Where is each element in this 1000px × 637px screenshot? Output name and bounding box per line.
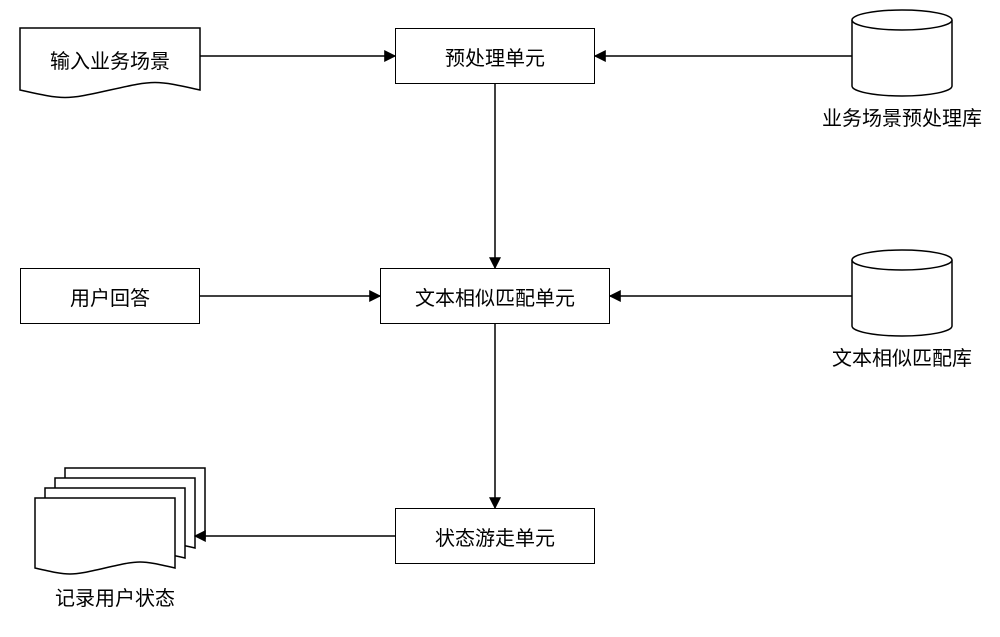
node-text_match: 文本相似匹配单元 <box>380 268 610 324</box>
node-record_state: 记录用户状态 <box>25 582 205 611</box>
diagram-canvas: 输入业务场景 预处理单元业务场景预处理库用户回答 文本相似匹配单元文本相似匹配库状态… <box>0 0 1000 637</box>
node-input_scene: 输入业务场景 <box>20 45 200 74</box>
node-label: 状态游走单元 <box>435 522 555 551</box>
node-user_answer: 用户回答 <box>20 268 200 324</box>
node-db_textmatch: 文本相似匹配库 <box>812 342 992 371</box>
node-label: 记录用户状态 <box>55 588 175 610</box>
node-label: 文本相似匹配单元 <box>415 282 575 311</box>
node-state_walk: 状态游走单元 <box>395 508 595 564</box>
node-label: 文本相似匹配库 <box>832 348 972 370</box>
node-label: 用户回答 <box>70 282 150 311</box>
node-preprocess: 预处理单元 <box>395 28 595 84</box>
node-label: 预处理单元 <box>445 42 545 71</box>
node-label: 业务场景预处理库 <box>822 108 982 130</box>
node-label: 输入业务场景 <box>50 51 170 73</box>
node-db_preprocess: 业务场景预处理库 <box>812 102 992 131</box>
